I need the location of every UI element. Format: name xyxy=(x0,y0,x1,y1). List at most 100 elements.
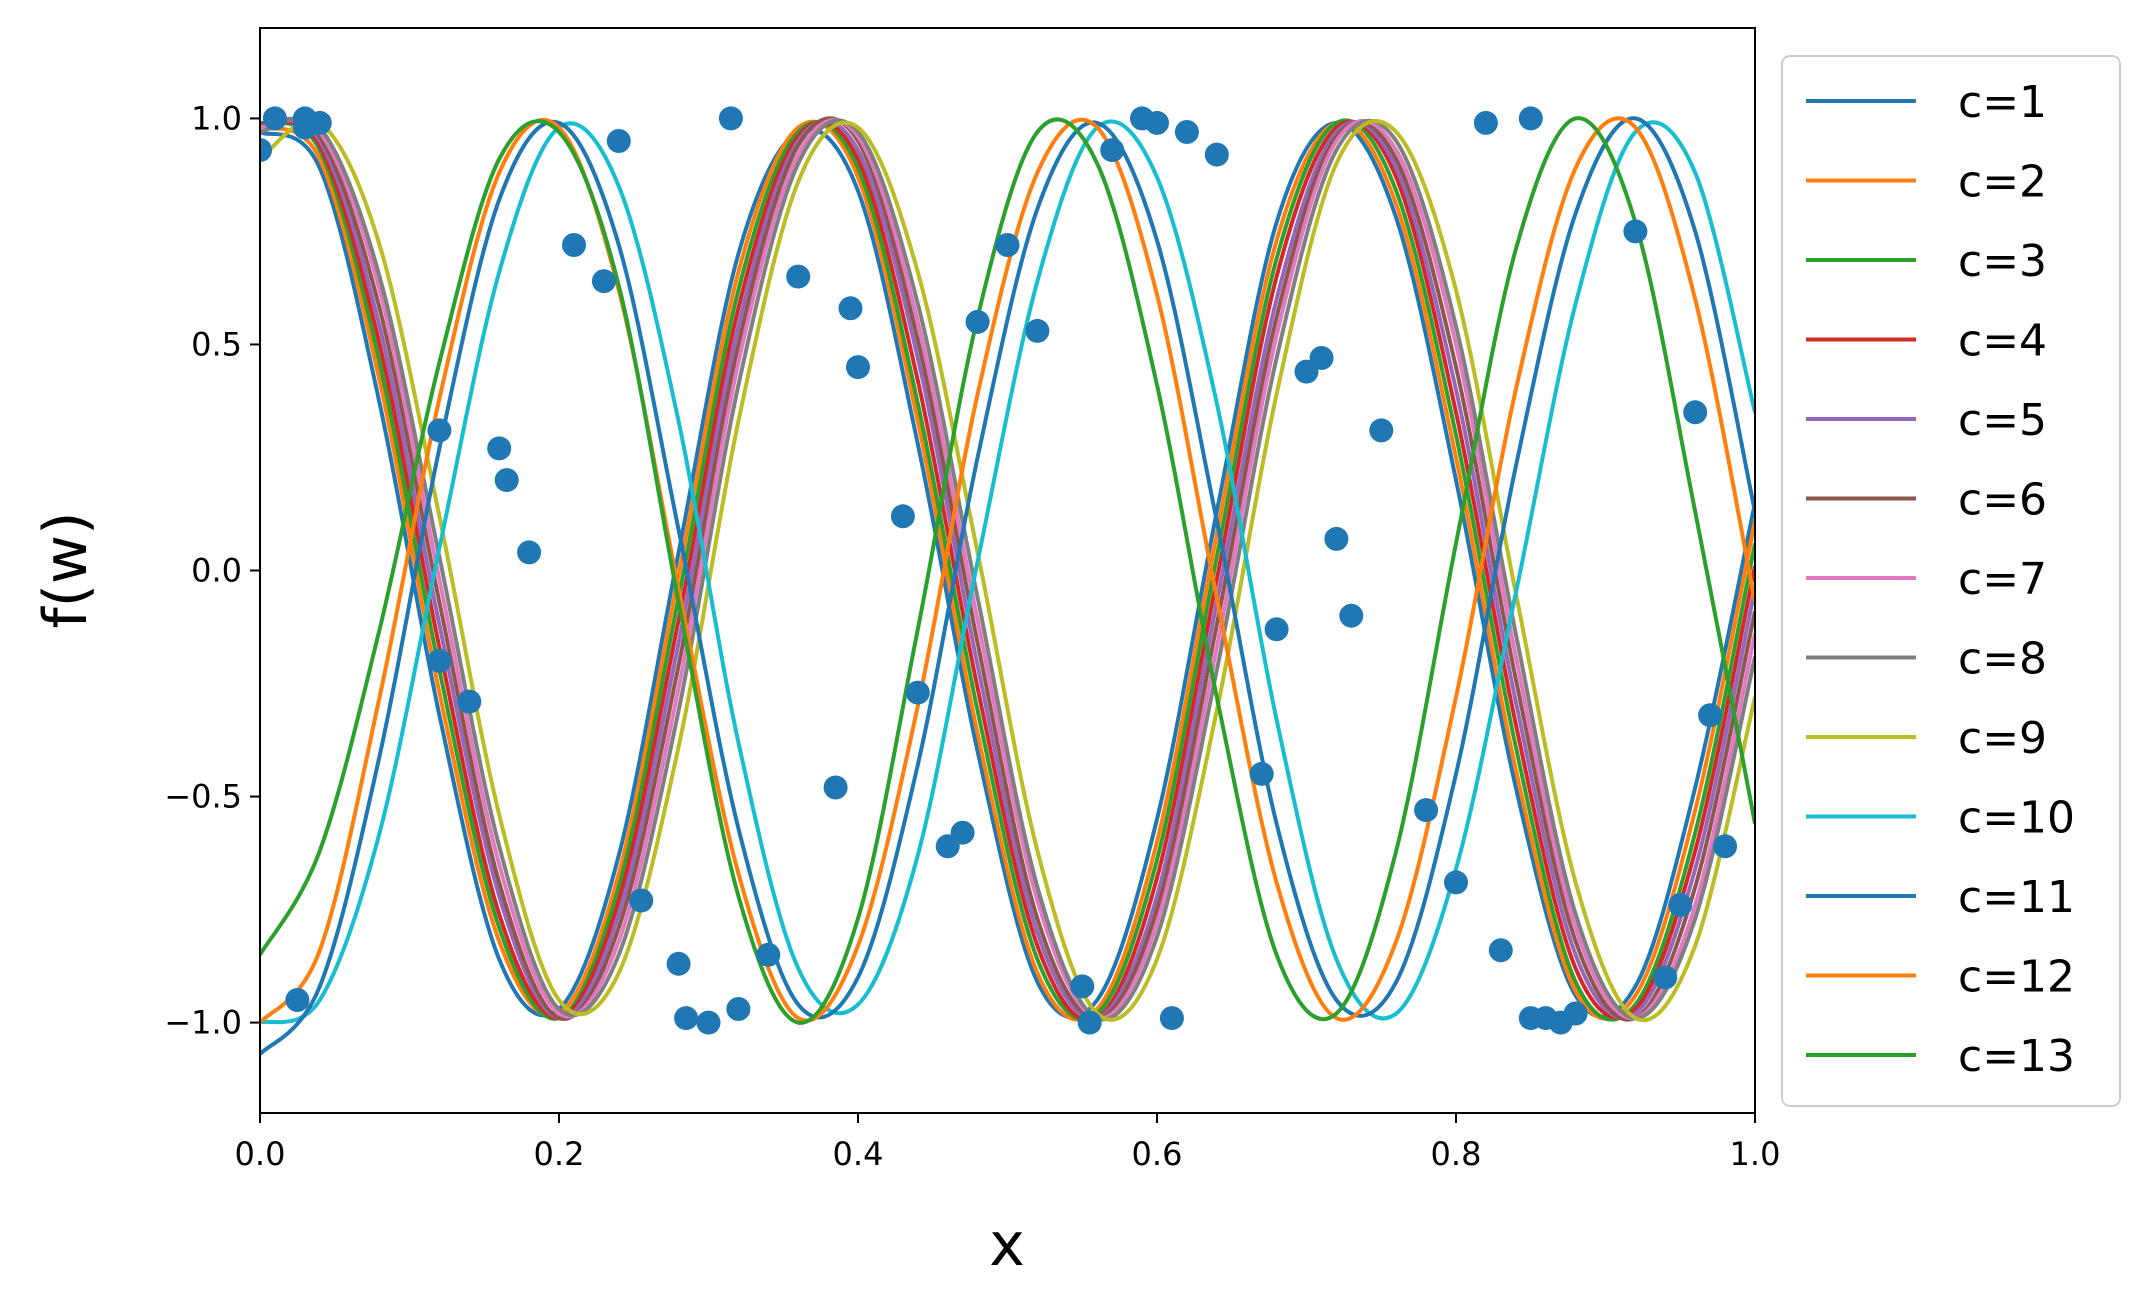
scatter-point xyxy=(1174,120,1199,144)
series-line-11 xyxy=(260,116,1755,1056)
scatter-point xyxy=(457,689,482,714)
series-line-13 xyxy=(260,116,1755,1025)
scatter-point xyxy=(1683,400,1708,425)
series-line-3 xyxy=(260,118,1755,1022)
scatter-point xyxy=(666,951,691,976)
scatter-point xyxy=(696,1010,721,1035)
scatter-point xyxy=(838,296,863,321)
scatter-point xyxy=(905,680,930,705)
scatter-point xyxy=(1249,761,1274,786)
scatter-point xyxy=(1339,603,1364,628)
scatter-point xyxy=(1713,834,1738,859)
series-line-12 xyxy=(260,116,1755,1024)
scatter-point xyxy=(1070,974,1095,999)
scatter-point xyxy=(1488,938,1513,963)
scatter-point xyxy=(786,264,811,289)
series-line-1 xyxy=(260,120,1755,1020)
legend-label-11: c=11 xyxy=(1958,872,2075,923)
y-tick-label: −0.5 xyxy=(164,778,242,816)
scatter-point xyxy=(1324,526,1349,551)
scatter-point xyxy=(1653,965,1678,990)
scatter-point xyxy=(1668,893,1693,917)
x-axis-label: x xyxy=(989,1210,1025,1280)
series-layer xyxy=(260,115,1755,1056)
scatter-point xyxy=(427,648,452,673)
series-line-7 xyxy=(260,116,1755,1021)
scatter-point xyxy=(1369,418,1394,443)
scatter-point xyxy=(427,418,452,443)
scatter-point xyxy=(285,988,310,1012)
scatter-point xyxy=(674,1006,699,1031)
scatter-point xyxy=(1025,318,1050,343)
scatter-point xyxy=(629,888,654,913)
y-tick-label: −1.0 xyxy=(164,1004,242,1042)
scatter-point xyxy=(823,775,848,800)
legend-label-7: c=7 xyxy=(1958,554,2047,605)
legend-label-2: c=2 xyxy=(1958,157,2047,208)
scatter-point xyxy=(262,106,287,131)
series-line-2 xyxy=(260,119,1755,1022)
scatter-point xyxy=(1518,106,1543,131)
scatter-point xyxy=(1563,1001,1588,1026)
scatter-point xyxy=(1473,110,1498,135)
x-tick-label: 0.8 xyxy=(1431,1135,1482,1173)
scatter-point xyxy=(718,106,743,131)
y-tick-label: 0.5 xyxy=(191,325,242,363)
scatter-point xyxy=(562,233,586,257)
series-line-4 xyxy=(260,119,1755,1023)
scatter-point xyxy=(1077,1010,1102,1035)
scatter-point xyxy=(846,355,870,380)
legend-label-8: c=8 xyxy=(1958,634,2047,685)
scatter-point xyxy=(890,504,915,529)
x-tick-label: 0.4 xyxy=(833,1135,884,1173)
series-line-6 xyxy=(260,116,1755,1022)
scatter-point xyxy=(517,540,542,565)
legend-label-5: c=5 xyxy=(1958,395,2047,446)
scatter-point xyxy=(965,309,990,334)
legend-label-12: c=12 xyxy=(1958,952,2075,1003)
scatter-point xyxy=(487,436,512,461)
legend-label-1: c=1 xyxy=(1958,77,2047,128)
scatter-point xyxy=(606,129,631,153)
scatter-point xyxy=(1145,110,1169,135)
series-line-9 xyxy=(260,118,1755,1022)
x-tick-label: 0.2 xyxy=(534,1135,585,1173)
scatter-point xyxy=(1309,346,1334,370)
legend: c=1 c=2 c=3 c=4 c=5 c=6 c=7 c=8 c=9 c=10 c=11 c=12 c… xyxy=(1781,55,2121,1107)
x-axis-ticks: 0.0 0.2 0.4 0.6 0.8 1.0 xyxy=(235,1113,1781,1173)
scatter-point xyxy=(756,942,781,967)
legend-label-13: c=13 xyxy=(1958,1031,2075,1082)
scatter-point xyxy=(1264,617,1289,642)
scatter-point xyxy=(1100,138,1125,163)
x-tick-label: 0.0 xyxy=(235,1135,286,1173)
scatter-point xyxy=(1204,142,1229,167)
series-line-8 xyxy=(260,115,1755,1022)
legend-label-6: c=6 xyxy=(1958,475,2047,526)
y-axis-ticks: −1.0 −0.5 0.0 0.5 1.0 xyxy=(164,99,260,1042)
x-tick-label: 0.6 xyxy=(1132,1135,1183,1173)
scatter-point xyxy=(1159,1006,1184,1031)
legend-label-3: c=3 xyxy=(1958,236,2047,287)
legend-label-9: c=9 xyxy=(1958,713,2047,764)
y-tick-label: 0.0 xyxy=(191,552,242,590)
y-tick-label: 1.0 xyxy=(191,99,242,137)
scatter-point xyxy=(1698,703,1723,728)
scatter-layer xyxy=(260,106,1738,1035)
scatter-point xyxy=(260,138,272,163)
scatter-point xyxy=(1414,798,1439,823)
scatter-point xyxy=(935,834,960,859)
scatter-point xyxy=(591,269,616,294)
scatter-point xyxy=(1444,870,1468,895)
legend-box xyxy=(1781,55,2121,1107)
y-axis-label: f(w) xyxy=(31,511,101,628)
series-line-10 xyxy=(260,119,1755,1025)
scatter-point xyxy=(726,997,751,1021)
scatter-point xyxy=(494,468,519,493)
scatter-point xyxy=(995,233,1020,257)
x-tick-label: 1.0 xyxy=(1730,1135,1781,1173)
scatter-point xyxy=(1623,219,1648,244)
scatter-point xyxy=(292,115,317,140)
legend-label-4: c=4 xyxy=(1958,316,2047,367)
legend-label-10: c=10 xyxy=(1958,793,2075,844)
